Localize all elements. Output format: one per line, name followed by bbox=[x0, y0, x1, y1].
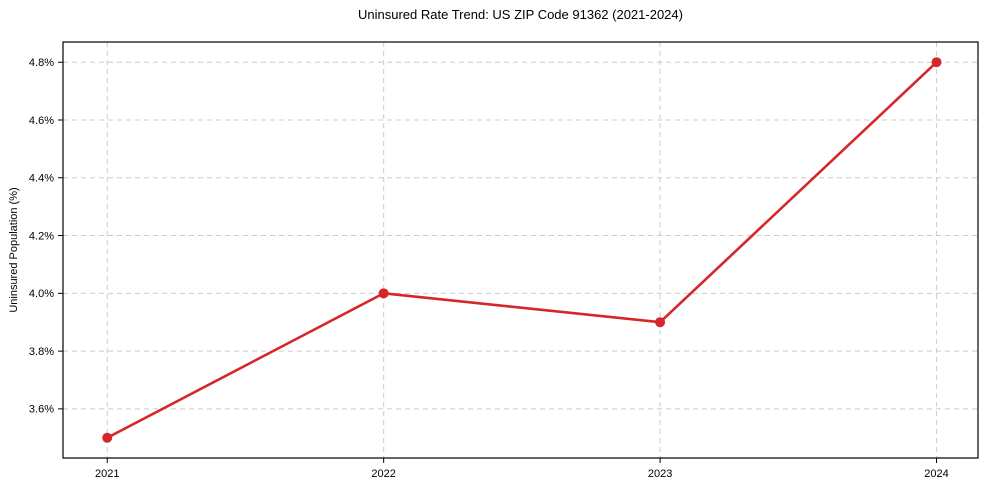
y-tick-label: 4.8% bbox=[29, 57, 54, 69]
y-tick-label: 3.8% bbox=[29, 346, 54, 358]
chart-title: Uninsured Rate Trend: US ZIP Code 91362 … bbox=[358, 7, 683, 22]
data-point bbox=[102, 432, 113, 443]
y-tick-label: 4.6% bbox=[29, 115, 54, 127]
data-point bbox=[378, 288, 389, 299]
x-tick-label: 2022 bbox=[371, 468, 395, 480]
data-point bbox=[655, 317, 666, 328]
data-point bbox=[931, 57, 942, 68]
y-tick-label: 4.2% bbox=[29, 230, 54, 242]
y-tick-label: 4.4% bbox=[29, 173, 54, 185]
trend-line bbox=[105, 60, 938, 440]
x-tick-label: 2021 bbox=[95, 468, 119, 480]
plot-border bbox=[62, 41, 979, 459]
x-tick-label: 2023 bbox=[648, 468, 672, 480]
x-tick-label: 2024 bbox=[924, 468, 948, 480]
y-tick-label: 4.0% bbox=[29, 288, 54, 300]
y-tick-label: 3.6% bbox=[29, 404, 54, 416]
